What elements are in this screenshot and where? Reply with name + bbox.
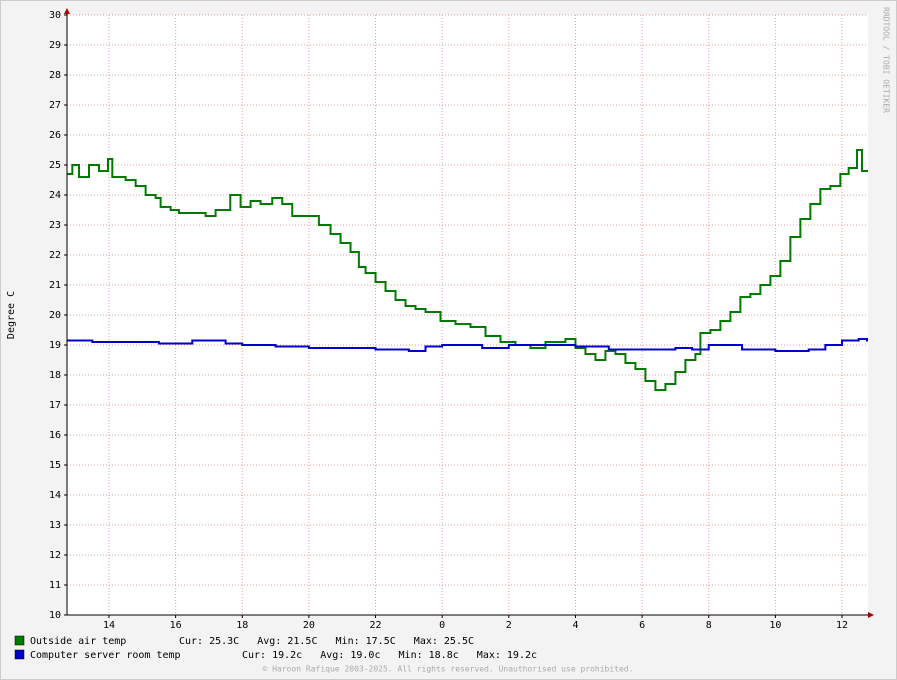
y-arrow: [64, 8, 70, 14]
y-tick-label: 26: [49, 130, 61, 141]
y-tick-label: 24: [49, 190, 61, 201]
legend-swatch: [14, 635, 25, 646]
legend-stats: Cur: 19.2c Avg: 19.0c Min: 18.8c Max: 19…: [242, 650, 537, 661]
x-tick-label: 10: [769, 620, 781, 631]
y-tick-label: 23: [49, 220, 61, 231]
x-tick-label: 16: [170, 620, 182, 631]
y-tick-label: 18: [49, 370, 61, 381]
y-tick-label: 11: [49, 580, 61, 591]
lines: [67, 149, 868, 391]
x-tick-label: 0: [439, 620, 445, 631]
x-tick-label: 22: [370, 620, 382, 631]
y-tick-label: 27: [49, 100, 61, 111]
watermark: RRDTOOL / TOBI OETIKER: [882, 7, 891, 113]
x-tick-label: 20: [303, 620, 315, 631]
y-tick-label: 10: [49, 610, 61, 621]
x-tick-label: 14: [103, 620, 115, 631]
grid: [67, 14, 868, 616]
x-tick-label: 12: [836, 620, 848, 631]
y-tick-label: 21: [49, 280, 61, 291]
series-line: [67, 338, 868, 352]
y-tick-label: 17: [49, 400, 61, 411]
y-tick-label: 20: [49, 310, 61, 321]
legend-stats: Cur: 25.3C Avg: 21.5C Min: 17.5C Max: 25…: [179, 636, 474, 647]
y-tick-label: 13: [49, 520, 61, 531]
legend-label: Computer server room temp: [30, 650, 181, 661]
y-tick-label: 25: [49, 160, 61, 171]
y-axis-label: Degree C: [6, 291, 17, 339]
y-tick-label: 28: [49, 70, 61, 81]
y-tick-label: 19: [49, 340, 61, 351]
y-tick-label: 12: [49, 550, 61, 561]
y-tick-label: 29: [49, 40, 61, 51]
y-tick-label: 22: [49, 250, 61, 261]
x-tick-label: 4: [572, 620, 578, 631]
y-tick-label: 15: [49, 460, 61, 471]
footer: © Haroon Rafique 2003-2025. All rights r…: [263, 665, 634, 674]
plot-area: [67, 15, 868, 615]
series-line: [67, 149, 868, 391]
x-tick-label: 18: [236, 620, 248, 631]
y-tick-label: 30: [49, 10, 61, 21]
x-arrow: [868, 612, 874, 618]
x-tick-label: 2: [506, 620, 512, 631]
y-tick-label: 16: [49, 430, 61, 441]
x-tick-label: 6: [639, 620, 645, 631]
x-tick-label: 8: [706, 620, 712, 631]
y-tick-label: 14: [49, 490, 61, 501]
legend-label: Outside air temp: [30, 636, 126, 647]
legend-swatch: [14, 649, 25, 660]
